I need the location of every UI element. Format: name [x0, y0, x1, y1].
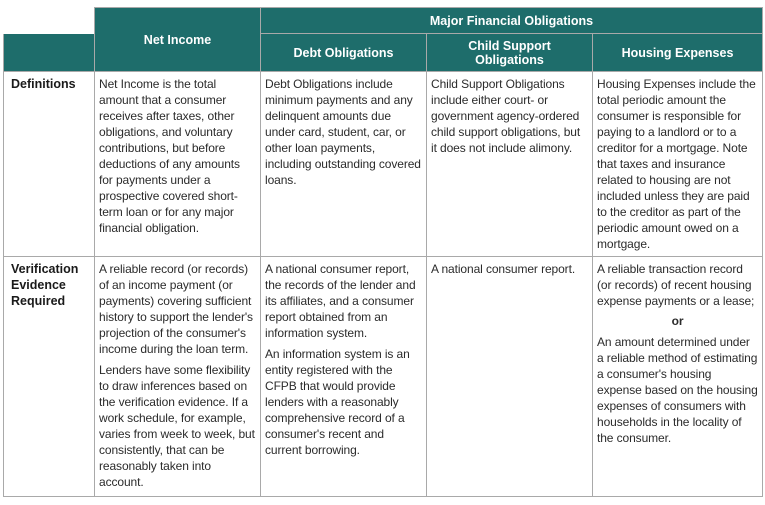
verification-child-support: A national consumer report.	[426, 256, 593, 497]
verification-net-income: A reliable record (or records) of an inc…	[94, 256, 261, 497]
obligations-table: Net Income Major Financial Obligations D…	[3, 7, 764, 497]
header-housing-expenses: Housing Expenses	[591, 33, 764, 72]
verification-net-income-p2: Lenders have some flexibility to draw in…	[99, 363, 255, 489]
verification-debt-p2: An information system is an entity regis…	[265, 347, 410, 457]
row-label-verification-line1: Verification	[11, 262, 79, 276]
header-row-bottom: Debt Obligations Child Support Obligatio…	[3, 33, 764, 72]
verification-debt: A national consumer report, the records …	[260, 256, 427, 497]
verification-housing-p2: An amount determined under a reliable me…	[597, 335, 758, 445]
verification-housing: A reliable transaction record (or record…	[591, 256, 764, 497]
verification-net-income-p1: A reliable record (or records) of an inc…	[99, 262, 253, 356]
definition-housing-text: Housing Expenses include the total perio…	[597, 77, 756, 251]
verification-child-support-text: A national consumer report.	[431, 262, 576, 276]
row-verification: Verification Evidence Required A reliabl…	[3, 256, 764, 497]
definition-net-income-text: Net Income is the total amount that a co…	[99, 77, 240, 235]
header-child-support: Child Support Obligations	[426, 33, 593, 72]
verification-housing-p1: A reliable transaction record (or record…	[597, 262, 755, 308]
header-row-top: Net Income Major Financial Obligations	[3, 7, 764, 72]
header-child-support-line1: Child Support	[468, 38, 551, 53]
header-child-support-line2: Obligations	[475, 52, 544, 67]
verification-debt-p1: A national consumer report, the records …	[265, 262, 416, 340]
row-label-definitions: Definitions	[3, 71, 95, 257]
row-label-verification: Verification Evidence Required	[3, 256, 95, 497]
header-corner	[3, 33, 95, 72]
definition-housing: Housing Expenses include the total perio…	[591, 71, 764, 257]
definition-debt: Debt Obligations include minimum payment…	[260, 71, 427, 257]
definition-child-support: Child Support Obligations include either…	[426, 71, 593, 257]
definition-child-support-text: Child Support Obligations include either…	[431, 77, 581, 155]
header-major-obligations: Major Financial Obligations	[259, 7, 764, 34]
verification-housing-or: or	[671, 314, 684, 328]
header-net-income: Net Income	[94, 7, 261, 72]
definition-debt-text: Debt Obligations include minimum payment…	[265, 77, 421, 187]
header-blank-top	[3, 7, 95, 34]
definition-net-income: Net Income is the total amount that a co…	[94, 71, 261, 257]
row-label-verification-line3: Required	[11, 294, 66, 308]
row-definitions: Definitions Net Income is the total amou…	[3, 71, 764, 257]
row-label-verification-line2: Evidence	[11, 278, 66, 292]
header-debt-obligations: Debt Obligations	[260, 33, 427, 72]
